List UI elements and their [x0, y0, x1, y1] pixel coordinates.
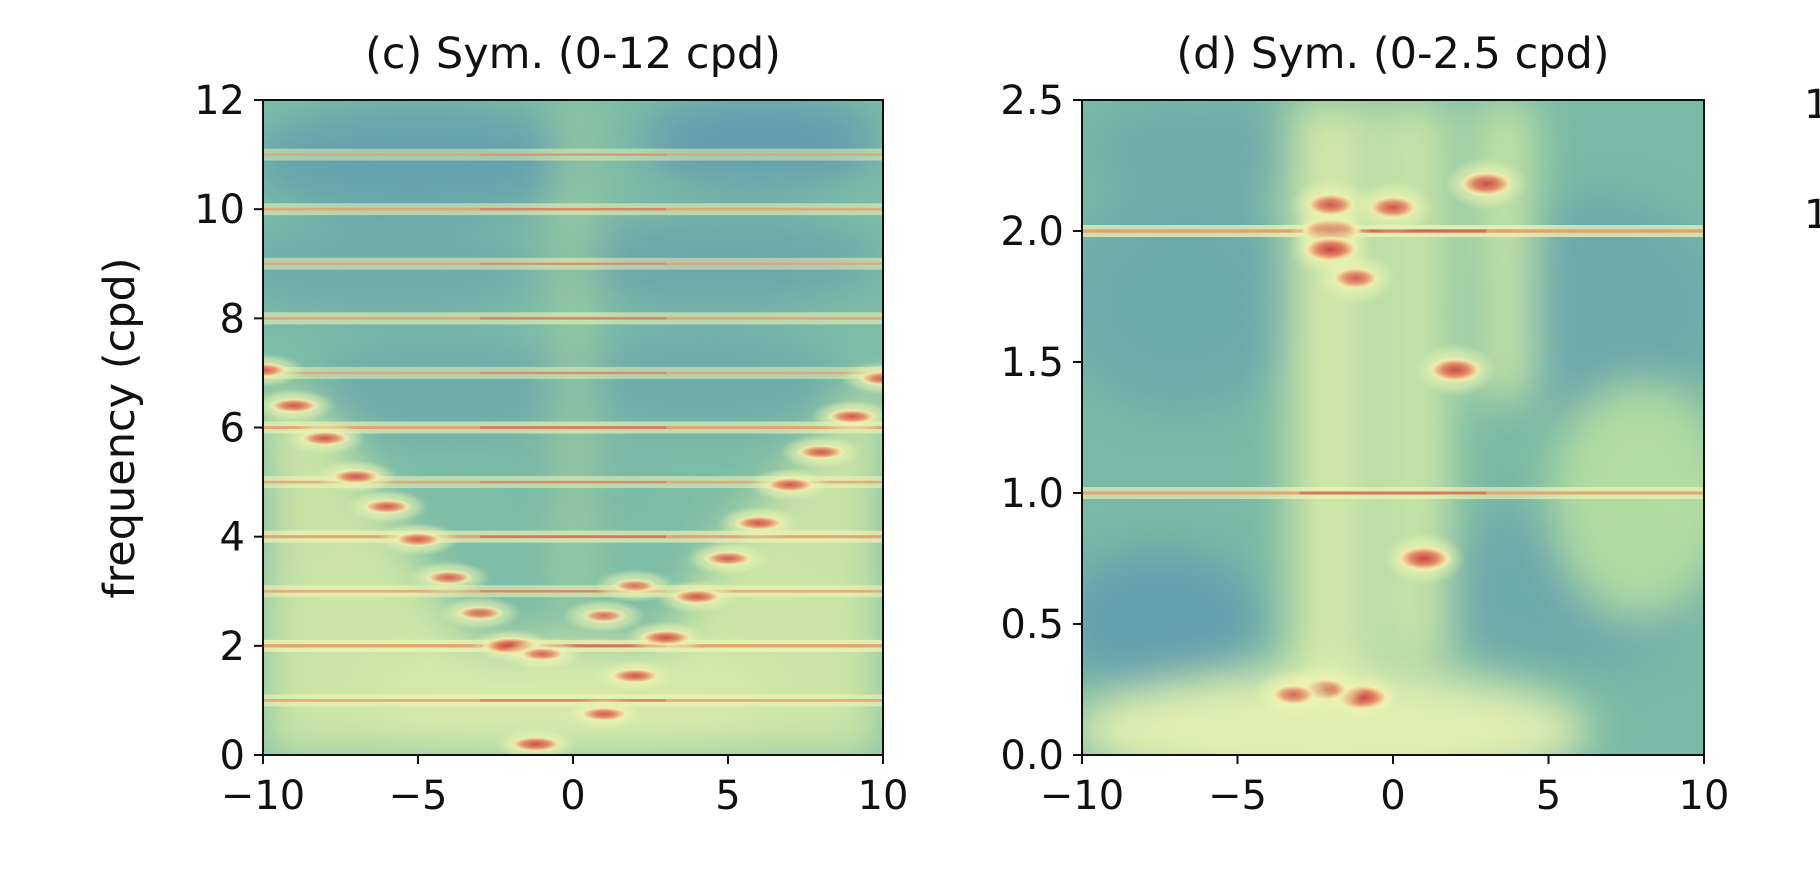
peak-marker: [612, 578, 658, 593]
panel-c: −10 −5 0 5 10 0 2 4 6 8 10 12 (c) Sym. (0-12 cpd): [194, 29, 909, 819]
x-tick-label: −5: [389, 773, 448, 819]
spectral-peaks: [1251, 157, 1528, 724]
x-tick-label: 10: [1679, 773, 1730, 819]
y-axis: 0 2 4 6 8 10 12: [194, 78, 263, 779]
y-tick-label: 0.5: [1000, 602, 1064, 648]
cutoff-tick-label: 1: [1804, 192, 1820, 238]
peak-marker: [263, 362, 289, 378]
peak-marker: [517, 646, 567, 662]
peak-marker: [1367, 195, 1419, 220]
y-axis-label: frequency (cpd): [95, 257, 145, 598]
x-axis: −10 −5 0 5 10: [221, 755, 909, 819]
peak-marker: [508, 736, 564, 753]
peak-marker: [299, 430, 351, 447]
peak-marker: [733, 515, 785, 531]
peak-marker: [671, 589, 723, 605]
y-tick-label: 0: [220, 733, 245, 779]
peak-marker: [857, 370, 883, 386]
peak-marker: [826, 408, 878, 425]
peak-marker: [1395, 545, 1453, 572]
peak-marker: [1330, 266, 1381, 290]
peak-marker: [578, 706, 630, 722]
peak-marker: [609, 668, 661, 684]
y-tick-label: 4: [220, 515, 245, 561]
peak-marker: [1458, 170, 1515, 197]
x-tick-label: −10: [221, 773, 305, 819]
y-tick-label: 1.0: [1000, 471, 1064, 517]
x-tick-label: 0: [560, 773, 585, 819]
peak-marker: [1270, 683, 1317, 706]
x-tick-label: 5: [1536, 773, 1561, 819]
peak-marker: [268, 397, 320, 414]
peak-marker: [764, 477, 816, 493]
peak-marker: [638, 629, 694, 646]
peak-marker: [361, 499, 413, 515]
x-tick-label: 0: [1380, 773, 1405, 819]
y-tick-label: 0.0: [1000, 733, 1064, 779]
x-tick-label: −5: [1208, 773, 1267, 819]
panel-d: −10 −5 0 5 10 0.0 0.5 1.0 1.5 2.0 2.5 (d) Sym. (0…: [1000, 29, 1730, 819]
peak-marker: [392, 531, 444, 547]
y-tick-label: 2.0: [1000, 209, 1064, 255]
y-tick-label: 10: [194, 187, 245, 233]
cutoff-tick-label: 1: [1804, 82, 1820, 128]
peak-marker: [581, 608, 627, 623]
x-tick-label: 10: [858, 773, 909, 819]
y-tick-label: 6: [220, 406, 245, 452]
panel-c-title: (c) Sym. (0-12 cpd): [365, 29, 781, 79]
x-tick-label: −10: [1040, 773, 1124, 819]
y-tick-label: 2: [220, 624, 245, 670]
y-tick-label: 8: [220, 296, 245, 342]
peak-marker: [330, 468, 382, 485]
spectral-peaks: [263, 353, 883, 755]
y-tick-label: 12: [194, 78, 245, 124]
peak-marker: [424, 570, 474, 585]
peak-marker: [702, 550, 754, 567]
peak-marker: [455, 605, 505, 621]
panel-d-title: (d) Sym. (0-2.5 cpd): [1176, 29, 1609, 79]
peak-marker: [1304, 192, 1357, 217]
y-tick-label: 2.5: [1000, 78, 1064, 124]
x-tick-label: 5: [715, 773, 740, 819]
peak-marker: [795, 444, 847, 460]
x-axis: −10 −5 0 5 10: [1040, 755, 1730, 819]
y-axis: 0.0 0.5 1.0 1.5 2.0 2.5: [1000, 78, 1082, 779]
y-tick-label: 1.5: [1000, 340, 1064, 386]
peak-marker: [1427, 356, 1484, 383]
